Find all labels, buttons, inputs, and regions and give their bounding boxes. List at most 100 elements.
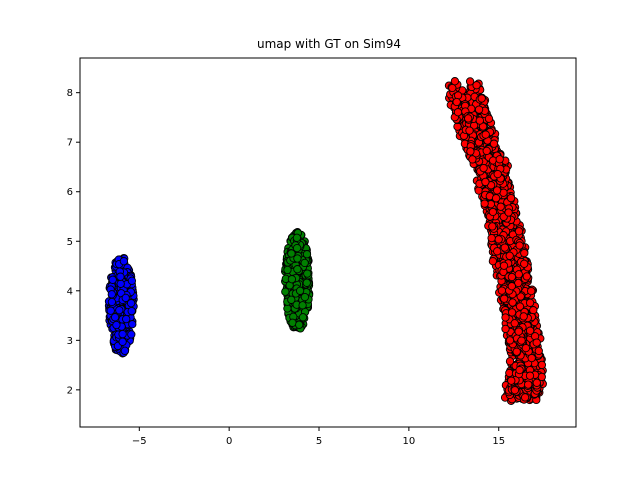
scatter-point [466, 147, 475, 156]
scatter-point [527, 353, 536, 363]
scatter-point [500, 243, 509, 252]
scatter-point [497, 286, 507, 295]
scatter-point [532, 378, 541, 387]
scatter-point [283, 265, 292, 275]
y-tick-label: 5 [67, 237, 73, 248]
scatter-point [491, 194, 501, 203]
scatter-point [515, 302, 525, 311]
scatter-point [487, 233, 496, 243]
scatter-point [488, 222, 497, 231]
scatter-point [480, 199, 489, 208]
scatter-point [532, 338, 541, 347]
scatter-point [519, 312, 528, 321]
scatter-point [505, 336, 515, 345]
scatter-point [524, 380, 533, 389]
scatter-point [479, 163, 488, 173]
scatter-point [488, 207, 498, 217]
scatter-point [302, 250, 312, 259]
scatter-point [506, 193, 516, 203]
scatter-point [107, 290, 116, 299]
scatter-point [504, 208, 513, 217]
scatter-point [295, 286, 305, 295]
y-tick-label: 4 [67, 286, 73, 297]
scatter-point [119, 257, 129, 266]
y-tick-label: 3 [67, 336, 73, 347]
scatter-point [515, 241, 524, 250]
scatter-point [472, 81, 481, 90]
points-layer [104, 77, 547, 405]
scatter-point [510, 319, 519, 328]
scatter-point [107, 297, 117, 307]
scatter-point [500, 294, 509, 303]
scatter-point [118, 337, 127, 346]
scatter-point [110, 313, 120, 322]
scatter-point [120, 346, 130, 355]
scatter-point [507, 308, 517, 317]
scatter-point [452, 97, 461, 107]
y-tick-label: 7 [67, 138, 73, 149]
scatter-point [302, 278, 311, 287]
scatter-point [448, 83, 457, 93]
scatter-point [525, 298, 535, 307]
scatter-point [108, 275, 117, 284]
scatter-point [521, 343, 531, 353]
scatter-point [118, 329, 127, 339]
scatter-point [520, 259, 529, 268]
x-axis: −5 0 5 10 15 [132, 427, 505, 447]
scatter-point [495, 155, 504, 164]
scatter-point [112, 320, 121, 330]
scatter-point [293, 254, 302, 263]
scatter-point [474, 186, 483, 195]
scatter-point [522, 272, 531, 281]
scatter-point [494, 235, 503, 244]
scatter-point [492, 186, 502, 195]
scatter-point [481, 177, 490, 187]
scatter-point [128, 320, 137, 329]
scatter-point [115, 306, 124, 315]
scatter-point [505, 251, 514, 260]
scatter-point [465, 126, 474, 135]
scatter-point [298, 313, 308, 322]
scatter-point [122, 314, 131, 324]
scatter-point [127, 276, 137, 285]
scatter-point [477, 94, 486, 103]
scatter-point [534, 346, 543, 356]
scatter-point [300, 292, 310, 302]
scatter-point [281, 287, 290, 296]
scatter-point [450, 77, 460, 86]
scatter-point [292, 233, 302, 242]
scatter-point [484, 114, 494, 123]
scatter-point [496, 202, 505, 211]
scatter-point [298, 301, 307, 310]
scatter-point [520, 248, 529, 258]
scatter-point [283, 304, 292, 313]
y-tick-label: 6 [67, 187, 73, 198]
scatter-point [516, 292, 525, 301]
scatter-point [453, 108, 463, 117]
scatter-point [127, 330, 136, 339]
scatter-point [288, 318, 297, 327]
scatter-point [537, 360, 547, 370]
scatter-point [493, 169, 502, 179]
x-tick-label: 5 [316, 436, 322, 447]
scatter-point [507, 376, 516, 385]
y-axis: 2 3 4 5 6 7 8 [67, 88, 80, 396]
scatter-point [514, 327, 523, 336]
scatter-point [501, 313, 510, 322]
scatter-point [474, 105, 484, 114]
scatter-point [525, 371, 535, 380]
scatter-point [481, 130, 490, 139]
scatter-point [300, 258, 309, 268]
scatter-point [507, 272, 517, 282]
axes-frame [79, 57, 577, 428]
chart-title: umap with GT on Sim94 [257, 37, 401, 51]
scatter-point [465, 77, 475, 86]
scatter-point [488, 257, 498, 266]
scatter-point [517, 336, 526, 345]
scatter-point [508, 298, 517, 307]
scatter-point [514, 278, 523, 288]
x-tick-label: 10 [403, 436, 416, 447]
scatter-point [515, 365, 524, 375]
scatter-point [464, 114, 473, 123]
